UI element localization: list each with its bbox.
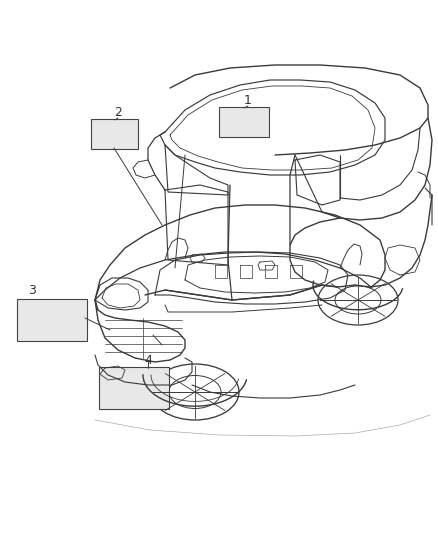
Text: 1: 1 xyxy=(244,93,252,107)
Text: 2: 2 xyxy=(114,106,122,118)
FancyBboxPatch shape xyxy=(91,119,138,149)
FancyBboxPatch shape xyxy=(99,367,169,409)
Text: 4: 4 xyxy=(144,353,152,367)
Text: 3: 3 xyxy=(28,284,36,296)
FancyBboxPatch shape xyxy=(219,107,269,137)
FancyBboxPatch shape xyxy=(17,299,87,341)
